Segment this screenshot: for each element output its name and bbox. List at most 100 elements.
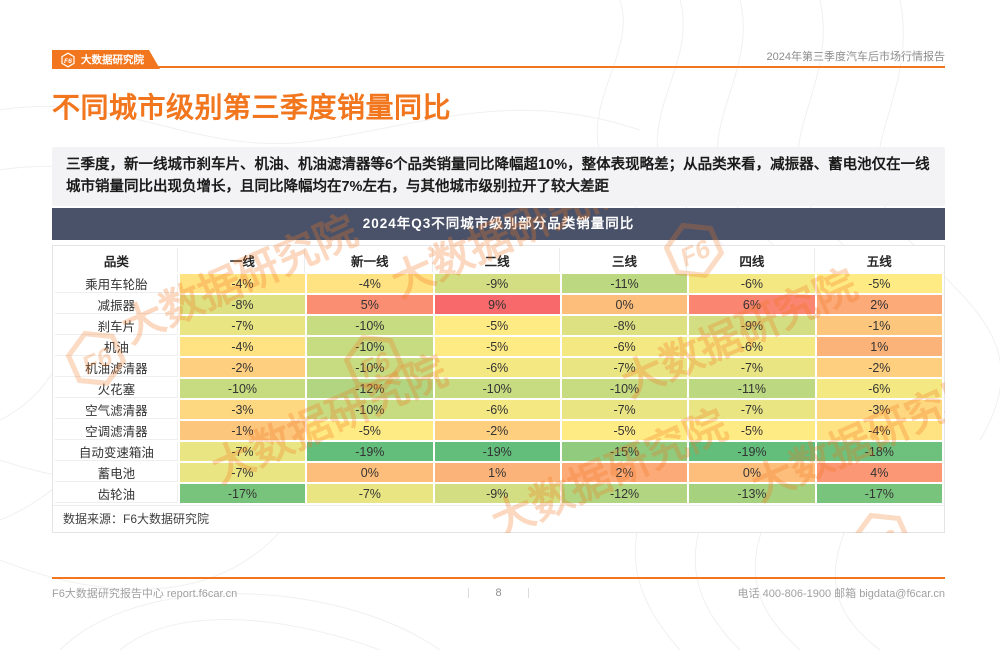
value-cell: -2%: [179, 358, 306, 377]
value-cell: -4%: [179, 274, 306, 293]
value-cell: 0%: [689, 463, 815, 482]
value-cell: -7%: [561, 400, 688, 419]
value-cell: -5%: [434, 316, 560, 335]
value-cell: -17%: [816, 484, 942, 503]
value-cell: -19%: [434, 442, 560, 461]
category-column-header: 品类: [55, 248, 178, 272]
table-row: 自动变速箱油 -7% -19% -19% -15% -19% -18%: [55, 442, 942, 461]
value-cell: -10%: [307, 400, 433, 419]
page-footer: F6大数据研究报告中心 report.f6car.cn 8 电话 400-806…: [52, 585, 945, 601]
sales-heatmap-table: 品类 一线 新一线 二线 三线 四线 五线 乘用车轮胎 -4% -4% -9% -11% -6% -5%…: [53, 246, 944, 505]
value-cell: 0%: [307, 463, 433, 482]
city-tier-column-header: 一线: [179, 248, 306, 272]
value-cell: -7%: [561, 358, 688, 377]
value-cell: -7%: [179, 463, 306, 482]
table-title: 2024年Q3不同城市级别部分品类销量同比: [52, 208, 945, 240]
summary-callout: 三季度，新一线城市刹车片、机油、机油滤清器等6个品类销量同比降幅超10%，整体表…: [52, 147, 945, 206]
value-cell: -9%: [434, 274, 560, 293]
value-cell: -9%: [434, 484, 560, 503]
value-cell: 1%: [434, 463, 560, 482]
row-label: 空调滤清器: [55, 421, 178, 440]
table-row: 火花塞 -10% -12% -10% -10% -11% -6%: [55, 379, 942, 398]
value-cell: -10%: [561, 379, 688, 398]
table-row: 乘用车轮胎 -4% -4% -9% -11% -6% -5%: [55, 274, 942, 293]
value-cell: -7%: [689, 400, 815, 419]
value-cell: -5%: [561, 421, 688, 440]
value-cell: -13%: [689, 484, 815, 503]
city-tier-column-header: 新一线: [307, 248, 433, 272]
sales-table-section: 2024年Q3不同城市级别部分品类销量同比 品类 一线 新一线 二线 三线 四线 五线 乘用…: [52, 208, 945, 533]
value-cell: -12%: [307, 379, 433, 398]
value-cell: -17%: [179, 484, 306, 503]
table-row: 空调滤清器 -1% -5% -2% -5% -5% -4%: [55, 421, 942, 440]
value-cell: -2%: [434, 421, 560, 440]
value-cell: -12%: [561, 484, 688, 503]
city-tier-column-header: 二线: [434, 248, 560, 272]
value-cell: -1%: [179, 421, 306, 440]
data-source: 数据来源：F6大数据研究院: [53, 505, 944, 532]
value-cell: -3%: [816, 400, 942, 419]
value-cell: 4%: [816, 463, 942, 482]
header-divider: [52, 66, 945, 68]
value-cell: -8%: [561, 316, 688, 335]
value-cell: -6%: [561, 337, 688, 356]
value-cell: -19%: [307, 442, 433, 461]
footer-divider: [52, 577, 945, 579]
footer-right-text: 电话 400-806-1900 邮箱 bigdata@f6car.cn: [737, 588, 945, 600]
value-cell: 2%: [561, 463, 688, 482]
page-title: 不同城市级别第三季度销量同比: [52, 92, 452, 123]
value-cell: -6%: [434, 358, 560, 377]
row-label: 机油滤清器: [55, 358, 178, 377]
table-row: 齿轮油 -17% -7% -9% -12% -13% -17%: [55, 484, 942, 503]
value-cell: -5%: [434, 337, 560, 356]
city-tier-column-header: 四线: [689, 248, 815, 272]
row-label: 乘用车轮胎: [55, 274, 178, 293]
value-cell: -7%: [179, 316, 306, 335]
page-number-separator: [527, 588, 529, 598]
f6-logo-icon: F6: [60, 52, 76, 68]
table-row: 空气滤清器 -3% -10% -6% -7% -7% -3%: [55, 400, 942, 419]
value-cell: 2%: [816, 295, 942, 314]
f6-logo-mark: F6: [64, 57, 72, 64]
page-number-separator: [468, 588, 470, 598]
city-tier-column-header: 三线: [561, 248, 688, 272]
value-cell: -18%: [816, 442, 942, 461]
page-number: 8: [495, 587, 502, 599]
value-cell: 0%: [561, 295, 688, 314]
page-number-block: 8: [468, 587, 529, 599]
table-row: 减振器 -8% 5% 9% 0% 6% 2%: [55, 295, 942, 314]
value-cell: -3%: [179, 400, 306, 419]
city-tier-column-header: 五线: [816, 248, 942, 272]
row-label: 减振器: [55, 295, 178, 314]
row-label: 刹车片: [55, 316, 178, 335]
value-cell: -7%: [307, 484, 433, 503]
footer-left-text: F6大数据研究报告中心 report.f6car.cn: [52, 588, 238, 600]
value-cell: -10%: [307, 337, 433, 356]
value-cell: -11%: [689, 379, 815, 398]
brand-badge: F6 大数据研究院: [52, 50, 160, 69]
value-cell: -6%: [689, 274, 815, 293]
brand-name: 大数据研究院: [81, 54, 144, 66]
row-label: 机油: [55, 337, 178, 356]
value-cell: -2%: [816, 358, 942, 377]
table-row: 蓄电池 -7% 0% 1% 2% 0% 4%: [55, 463, 942, 482]
value-cell: 6%: [689, 295, 815, 314]
value-cell: -10%: [307, 316, 433, 335]
value-cell: -1%: [816, 316, 942, 335]
value-cell: -5%: [689, 421, 815, 440]
value-cell: -8%: [179, 295, 306, 314]
report-title: 2024年第三季度汽车后市场行情报告: [766, 51, 945, 63]
value-cell: -11%: [561, 274, 688, 293]
value-cell: -6%: [816, 379, 942, 398]
table-header-row: 品类 一线 新一线 二线 三线 四线 五线: [55, 248, 942, 272]
row-label: 齿轮油: [55, 484, 178, 503]
value-cell: -4%: [816, 421, 942, 440]
value-cell: -5%: [816, 274, 942, 293]
row-label: 自动变速箱油: [55, 442, 178, 461]
value-cell: -9%: [689, 316, 815, 335]
row-label: 空气滤清器: [55, 400, 178, 419]
value-cell: 9%: [434, 295, 560, 314]
value-cell: -7%: [689, 358, 815, 377]
value-cell: -7%: [179, 442, 306, 461]
table-row: 刹车片 -7% -10% -5% -8% -9% -1%: [55, 316, 942, 335]
